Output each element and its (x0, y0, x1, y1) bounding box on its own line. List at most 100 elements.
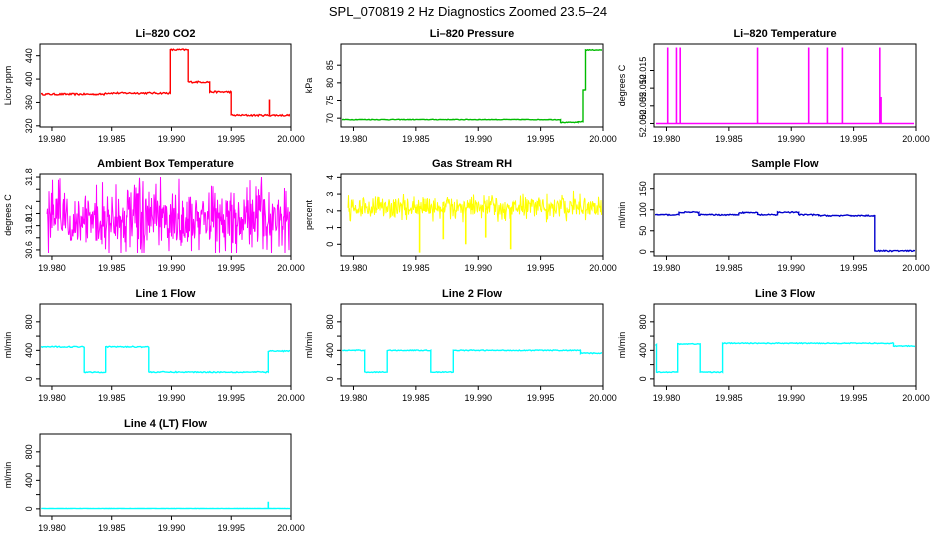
chart-panel: Line 1 Flow ml/min 19.980 19.985 19.990 19.99… (3, 288, 305, 403)
y-tick-label: 52.010 (638, 74, 648, 102)
y-tick-label: 75 (325, 96, 335, 106)
y-tick-label: 0 (638, 376, 648, 381)
y-tick-label: 30.6 (24, 241, 34, 259)
chart-title: Ambient Box Temperature (97, 158, 234, 170)
y-tick-label: 52.000 (638, 110, 648, 138)
y-tick-label: 52.005 (638, 92, 648, 120)
x-tick-label: 20.000 (277, 523, 305, 533)
chart-panel: Sample Flow ml/min 19.980 19.985 19.990 19.99… (617, 158, 930, 273)
series-line (41, 345, 290, 374)
page-title: SPL_070819 2 Hz Diagnostics Zoomed 23.5–… (328, 4, 608, 19)
x-tick-label: 19.980 (653, 393, 681, 403)
series-line (342, 48, 602, 124)
x-tick-label: 19.985 (98, 134, 126, 144)
y-tick-label: 800 (24, 444, 34, 459)
x-tick-label: 19.995 (527, 263, 555, 273)
chart-panel: Li–820 CO2 Licor ppm 19.980 19.985 19.990 19.… (3, 28, 305, 144)
data-layer (46, 176, 290, 254)
y-axis-label: ml/min (617, 202, 627, 229)
y-tick-label: 0 (24, 506, 34, 511)
y-tick-label: 70 (325, 113, 335, 123)
plot-frame (340, 303, 604, 387)
y-tick-label: 800 (638, 314, 648, 329)
plot-frame (653, 43, 917, 128)
y-axis-label: Licor ppm (3, 66, 13, 106)
plot-frame (653, 303, 917, 387)
chart-panel: Gas Stream RH percent 19.980 19.985 19.990 19… (304, 158, 617, 273)
x-tick-label: 20.000 (589, 263, 617, 273)
data-layer (656, 47, 914, 125)
x-tick-label: 19.990 (158, 523, 186, 533)
x-tick-label: 19.980 (38, 393, 66, 403)
x-tick-label: 19.985 (402, 263, 430, 273)
x-tick-label: 19.990 (158, 393, 186, 403)
x-tick-label: 19.990 (777, 263, 805, 273)
plot-frame (340, 43, 604, 128)
x-tick-label: 20.000 (277, 134, 305, 144)
x-tick-label: 20.000 (902, 393, 930, 403)
x-tick-label: 19.995 (840, 263, 868, 273)
series-line (342, 348, 602, 374)
x-tick-label: 19.985 (98, 263, 126, 273)
y-tick-label: 0 (325, 242, 335, 247)
y-axis-label: degrees C (3, 194, 13, 236)
y-tick-label: 4 (325, 175, 335, 180)
y-tick-label: 1 (325, 225, 335, 230)
x-tick-label: 19.980 (340, 134, 368, 144)
x-tick-label: 19.995 (840, 134, 868, 144)
series-line (46, 176, 290, 254)
chart-title: Li–820 CO2 (136, 28, 196, 40)
x-tick-label: 19.980 (653, 263, 681, 273)
x-tick-label: 19.995 (217, 393, 245, 403)
x-tick-label: 19.990 (464, 134, 492, 144)
x-tick-label: 20.000 (277, 263, 305, 273)
x-tick-label: 19.980 (340, 393, 368, 403)
y-axis-label: degrees C (617, 64, 627, 106)
x-tick-label: 20.000 (589, 134, 617, 144)
data-layer (655, 341, 915, 374)
y-axis-label: ml/min (3, 332, 13, 359)
series-line (655, 210, 915, 253)
y-tick-label: 150 (638, 181, 648, 196)
y-tick-label: 0 (24, 376, 34, 381)
x-tick-label: 20.000 (277, 393, 305, 403)
y-tick-label: 3 (325, 192, 335, 197)
chart-title: Line 3 Flow (755, 288, 815, 300)
y-axis-label: ml/min (304, 332, 314, 359)
y-tick-label: 400 (638, 343, 648, 358)
x-tick-label: 19.980 (340, 263, 368, 273)
series-line (655, 341, 915, 374)
chart-title: Li–820 Pressure (430, 28, 514, 40)
y-tick-label: 80 (325, 78, 335, 88)
x-tick-label: 19.995 (217, 134, 245, 144)
x-tick-label: 19.990 (777, 134, 805, 144)
y-tick-label: 50 (638, 226, 648, 236)
x-tick-label: 19.985 (98, 393, 126, 403)
chart-title: Line 4 (LT) Flow (124, 418, 207, 430)
y-tick-label: 400 (24, 473, 34, 488)
chart-title: Gas Stream RH (432, 158, 512, 170)
x-tick-label: 19.990 (464, 393, 492, 403)
y-tick-label: 31.2 (24, 205, 34, 223)
data-layer (41, 501, 290, 510)
plot-frame (39, 303, 292, 387)
chart-panel: Li–820 Pressure kPa 19.980 19.985 19.990 19.9… (304, 28, 617, 144)
x-tick-label: 19.980 (653, 134, 681, 144)
y-axis-label: percent (304, 199, 314, 230)
x-tick-label: 19.990 (158, 263, 186, 273)
y-tick-label: 52.015 (638, 57, 648, 85)
data-layer (655, 210, 915, 253)
x-tick-label: 19.985 (98, 523, 126, 533)
y-tick-label: 31.8 (24, 168, 34, 186)
plot-frame (653, 173, 917, 257)
chart-title: Line 2 Flow (442, 288, 502, 300)
plot-frame (39, 43, 292, 128)
chart-panel: Ambient Box Temperature degrees C 19.980 19… (3, 158, 305, 273)
x-tick-label: 19.980 (38, 134, 66, 144)
y-tick-label: 400 (24, 343, 34, 358)
series-line (41, 48, 290, 118)
y-tick-label: 440 (24, 48, 34, 63)
chart-title: Li–820 Temperature (733, 28, 836, 40)
x-tick-label: 19.995 (217, 263, 245, 273)
